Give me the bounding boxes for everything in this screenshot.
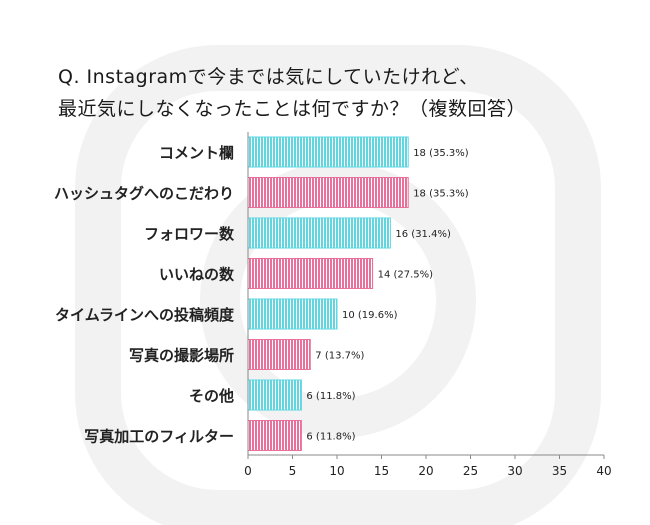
data-label: 10 (19.6%) <box>342 310 398 321</box>
data-label: 18 (35.3%) <box>413 148 469 159</box>
x-tick-label: 15 <box>374 464 389 478</box>
category-label: ハッシュタグへのこだわり <box>54 185 234 203</box>
x-tick-label: 30 <box>507 464 522 478</box>
bar-pink <box>247 258 374 289</box>
x-tick-label: 5 <box>289 464 297 478</box>
x-tick-label: 0 <box>244 464 252 478</box>
data-label: 6 (11.8%) <box>306 391 355 402</box>
category-label: タイムラインへの投稿頻度 <box>55 306 235 324</box>
bar-pink <box>247 177 409 208</box>
data-label: 16 (31.4%) <box>395 229 451 240</box>
data-label: 14 (27.5%) <box>378 270 434 281</box>
category-label: コメント欄 <box>159 144 234 162</box>
bar-pink <box>247 339 311 370</box>
data-label: 7 (13.7%) <box>315 351 364 362</box>
chart-title-line-1: Q. Instagramで今までは気にしていたけれど、 <box>58 66 479 88</box>
data-label: 6 (11.8%) <box>306 432 355 443</box>
category-label: 写真の撮影場所 <box>129 347 234 365</box>
bar-cyan <box>247 136 409 168</box>
x-tick-label: 25 <box>463 464 478 478</box>
bar-cyan <box>247 298 338 330</box>
chart-title-line-2: 最近気にしなくなったことは何ですか？（複数回答） <box>58 98 527 120</box>
x-tick-label: 20 <box>418 464 433 478</box>
category-label: その他 <box>189 387 234 405</box>
bar-cyan <box>247 379 302 411</box>
x-tick-label: 35 <box>552 464 567 478</box>
x-tick-label: 40 <box>596 464 611 478</box>
bar-pink <box>247 420 302 451</box>
bar-cyan <box>247 217 391 249</box>
category-label: フォロワー数 <box>144 225 235 243</box>
category-label: いいねの数 <box>159 266 235 284</box>
data-label: 18 (35.3%) <box>413 189 469 200</box>
x-tick-label: 10 <box>329 464 344 478</box>
category-label: 写真加工のフィルター <box>84 428 234 446</box>
